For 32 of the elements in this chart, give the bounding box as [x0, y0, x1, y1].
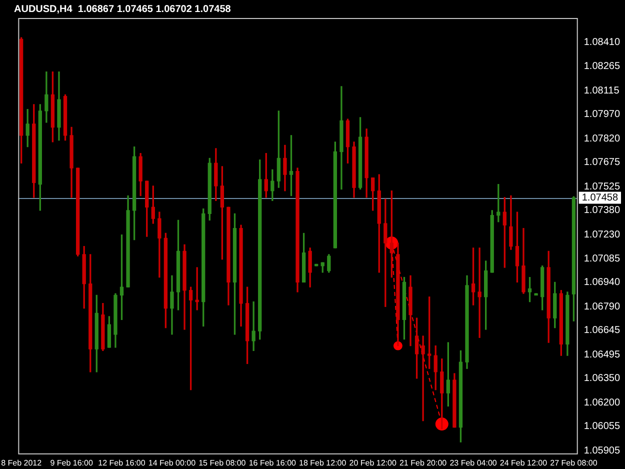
- y-tick-label: 1.06790: [584, 301, 620, 312]
- x-tick-label: 23 Feb 04:00: [450, 458, 498, 468]
- y-tick-label: 1.05905: [584, 446, 620, 457]
- y-tick-label: 1.07085: [584, 253, 620, 264]
- x-tick-label: 12 Feb 16:00: [98, 458, 146, 468]
- y-tick-label: 1.07230: [584, 230, 620, 241]
- x-tick-label: 21 Feb 20:00: [399, 458, 448, 468]
- ref-line-label: 1.07458: [582, 192, 618, 204]
- y-tick-label: 1.06645: [584, 325, 620, 336]
- y-tick-label: 1.06940: [584, 276, 620, 288]
- y-tick-label: 1.08410: [584, 37, 620, 48]
- y-tick-label: 1.06200: [584, 398, 620, 409]
- x-tick-label: 8 Feb 2012: [1, 458, 42, 468]
- x-tick-label: 18 Feb 12:00: [299, 458, 347, 468]
- x-tick-label: 15 Feb 08:00: [198, 458, 246, 468]
- x-tick-label: 16 Feb 16:00: [248, 458, 297, 468]
- y-tick-label: 1.08265: [584, 60, 620, 72]
- x-tick-label: 9 Feb 16:00: [50, 458, 94, 468]
- x-tick-label: 24 Feb 12:00: [500, 458, 548, 468]
- y-tick-label: 1.06495: [584, 349, 620, 360]
- y-tick-label: 1.07380: [584, 205, 620, 216]
- chart-title: AUDUSD,H4 1.06867 1.07465 1.06702 1.07458: [14, 4, 232, 15]
- y-tick-label: 1.08115: [584, 85, 620, 96]
- y-tick-label: 1.07970: [584, 108, 620, 120]
- y-tick-label: 1.07525: [584, 182, 620, 193]
- x-tick-label: 14 Feb 00:00: [148, 458, 196, 468]
- x-tick-label: 20 Feb 12:00: [349, 458, 397, 468]
- y-tick-label: 1.07675: [584, 157, 620, 168]
- x-tick-label: 27 Feb 08:00: [550, 458, 598, 468]
- y-tick-label: 1.06350: [584, 373, 620, 384]
- y-tick-label: 1.07820: [584, 133, 620, 144]
- y-tick-label: 1.06055: [584, 421, 620, 432]
